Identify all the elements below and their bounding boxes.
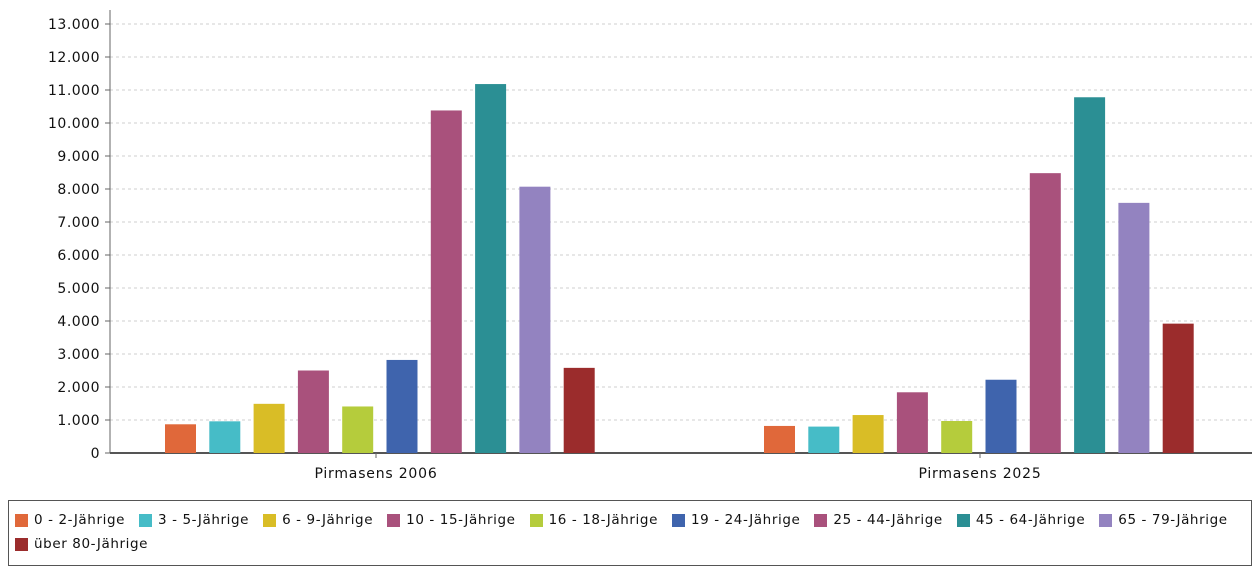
bar-2025-2 xyxy=(852,415,884,453)
bar-2006-9 xyxy=(563,367,595,453)
y-tick-label: 2.000 xyxy=(57,380,100,396)
y-tick-label: 6.000 xyxy=(57,248,100,264)
legend-swatch xyxy=(671,513,685,527)
legend-label: 10 - 15-Jährige xyxy=(406,512,516,528)
y-tick-label: 5.000 xyxy=(57,281,100,297)
legend-label: 65 - 79-Jährige xyxy=(1118,512,1228,528)
legend-item: 0 - 2-Jährige xyxy=(15,508,125,532)
legend-swatch xyxy=(387,513,401,527)
bar-2025-3 xyxy=(896,392,928,453)
bar-2006-0 xyxy=(165,424,196,453)
bar-2006-1 xyxy=(209,421,241,453)
y-tick-label: 12.000 xyxy=(48,50,100,66)
y-tick-label: 3.000 xyxy=(57,347,100,363)
legend-label: über 80-Jährige xyxy=(34,536,149,552)
chart-legend: 0 - 2-Jährige 3 - 5-Jährige 6 - 9-Jährige 1… xyxy=(8,500,1252,566)
legend-swatch xyxy=(529,513,543,527)
x-tick-label: Pirmasens 2006 xyxy=(314,466,437,482)
y-tick-label: 4.000 xyxy=(57,314,100,330)
bar-2025-1 xyxy=(808,426,840,453)
bar-2025-9 xyxy=(1162,323,1194,453)
bar-2025-8 xyxy=(1118,202,1150,453)
legend-swatch xyxy=(814,513,828,527)
legend-swatch xyxy=(263,513,277,527)
bar-2006-3 xyxy=(297,370,329,453)
legend-label: 19 - 24-Jährige xyxy=(690,512,801,528)
y-tick-label: 0 xyxy=(91,446,100,462)
legend-swatch xyxy=(956,513,970,527)
y-tick-label: 13.000 xyxy=(48,17,100,33)
legend-label: 0 - 2-Jährige xyxy=(34,512,126,528)
legend-swatch xyxy=(139,513,153,527)
legend-item: 45 - 64-Jährige xyxy=(956,508,1086,532)
bar-2025-5 xyxy=(985,379,1017,453)
y-tick-label: 1.000 xyxy=(57,413,100,429)
y-tick-label: 9.000 xyxy=(57,149,100,165)
bar-2006-2 xyxy=(253,403,285,453)
bar-2006-7 xyxy=(475,84,507,453)
legend-item: 6 - 9-Jährige xyxy=(263,508,373,532)
bar-2006-4 xyxy=(342,406,374,453)
y-tick-label: 11.000 xyxy=(48,83,100,99)
legend-item: 3 - 5-Jährige xyxy=(139,508,249,532)
legend-item: 16 - 18-Jährige xyxy=(529,508,658,532)
y-tick-label: 10.000 xyxy=(48,116,100,132)
legend-swatch xyxy=(1099,513,1113,527)
legend-label: 45 - 64-Jährige xyxy=(975,512,1086,528)
legend-item: 10 - 15-Jährige xyxy=(387,508,515,532)
legend-item: 65 - 79-Jährige xyxy=(1099,508,1227,532)
bar-2025-6 xyxy=(1029,173,1061,453)
bar-2025-0 xyxy=(764,425,795,453)
legend-item: über 80-Jährige xyxy=(15,532,148,556)
legend-item: 19 - 24-Jährige xyxy=(671,508,801,532)
chart-canvas: 0 1.000 2.000 3.000 4.000 5.000 6.000 7.000 8.00… xyxy=(48,10,1252,482)
legend-label: 6 - 9-Jährige xyxy=(282,512,374,528)
bar-2006-5 xyxy=(386,359,418,453)
legend-label: 16 - 18-Jährige xyxy=(548,512,658,528)
legend-label: 3 - 5-Jährige xyxy=(158,512,250,528)
legend-swatch xyxy=(15,537,28,551)
legend-item: 25 - 44-Jährige xyxy=(814,508,942,532)
y-tick-label: 8.000 xyxy=(57,182,100,198)
y-tick-label: 7.000 xyxy=(57,215,100,231)
legend-swatch xyxy=(15,513,28,527)
bar-2025-7 xyxy=(1074,97,1106,453)
bar-chart: 0 1.000 2.000 3.000 4.000 5.000 6.000 7.000 8.00… xyxy=(48,10,1252,482)
bar-2025-4 xyxy=(941,420,973,453)
legend-label: 25 - 44-Jährige xyxy=(833,512,943,528)
x-tick-label: Pirmasens 2025 xyxy=(918,466,1041,482)
bar-2006-8 xyxy=(519,186,551,453)
bar-2006-6 xyxy=(430,110,462,454)
